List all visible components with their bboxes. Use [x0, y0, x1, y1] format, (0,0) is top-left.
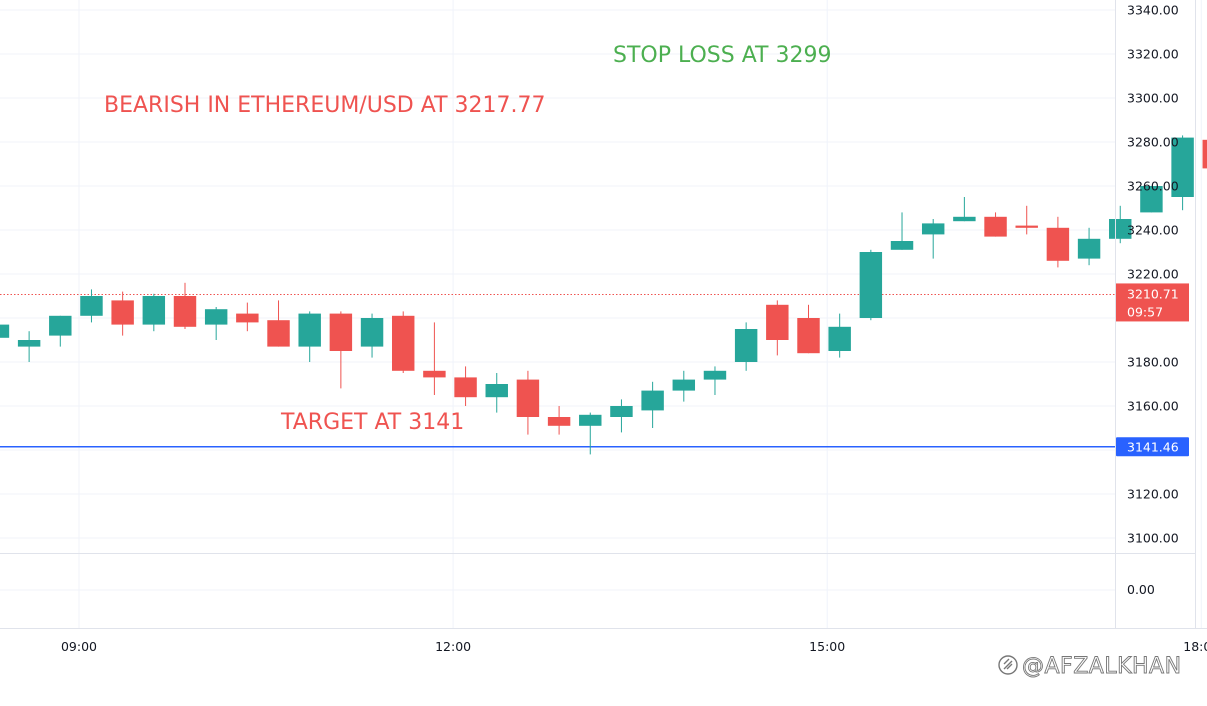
candle — [80, 289, 103, 323]
candle — [579, 412, 602, 455]
candle — [49, 315, 72, 347]
candle — [1202, 139, 1207, 169]
candle — [828, 313, 851, 358]
candle — [17, 331, 41, 362]
candle — [267, 300, 290, 347]
price-tick-label: 3340.00 — [1127, 3, 1179, 18]
candle — [0, 324, 10, 338]
candle — [953, 197, 976, 222]
candle — [204, 307, 228, 340]
candle — [391, 311, 415, 373]
candle — [1046, 216, 1070, 268]
annotation-bearish[interactable]: BEARISH IN ETHEREUM/USD AT 3217.77 — [104, 93, 545, 118]
watermark-logo-icon — [998, 655, 1018, 675]
price-axis[interactable]: 3340.00 3320.00 3300.00 3280.00 3260.00 3240.… — [1127, 3, 1179, 546]
price-tick-label: 3240.00 — [1127, 223, 1179, 238]
time-tick-label: 12:00 — [435, 639, 471, 654]
target-price-label: 3141.46 — [1127, 439, 1179, 454]
candle — [1171, 135, 1194, 211]
candle — [360, 313, 384, 358]
price-tick-label: 3280.00 — [1127, 135, 1179, 150]
price-tick-label: 3160.00 — [1127, 399, 1179, 414]
candle — [329, 311, 353, 389]
candle — [423, 322, 446, 395]
candle — [547, 406, 571, 435]
price-tick-label: 3320.00 — [1127, 47, 1179, 62]
candle — [641, 381, 664, 428]
price-tick-label: 3220.00 — [1127, 267, 1179, 282]
candle — [766, 300, 789, 356]
candle — [797, 304, 820, 354]
time-tick-label: 15:00 — [809, 639, 845, 654]
candlestick-series — [0, 135, 1207, 455]
candle — [1077, 227, 1101, 266]
annotation-stop-loss[interactable]: STOP LOSS AT 3299 — [613, 43, 831, 68]
candle — [1109, 205, 1132, 244]
candle — [1015, 205, 1038, 235]
candle — [236, 302, 259, 332]
candle — [703, 366, 727, 395]
price-tick-label: 3100.00 — [1127, 531, 1179, 546]
current-price-label: 3210.71 — [1127, 286, 1179, 301]
time-axis[interactable]: 09:0012:0015:0018:0021:001803:0006:0009:… — [61, 639, 1207, 654]
candle — [921, 219, 945, 259]
watermark: @AFZALKHAN — [998, 654, 1182, 679]
price-tick-label: 3180.00 — [1127, 355, 1179, 370]
annotation-target[interactable]: TARGET AT 3141 — [280, 410, 464, 435]
time-tick-label: 18:00 — [1183, 639, 1207, 654]
candle — [516, 370, 540, 435]
candle — [173, 282, 197, 329]
candle — [1140, 186, 1163, 213]
candle — [734, 322, 758, 371]
candle — [485, 373, 508, 413]
indicator-axis-tick: 0.00 — [1127, 582, 1155, 597]
candle — [610, 399, 633, 433]
price-tick-label: 3260.00 — [1127, 179, 1179, 194]
target-price-badge: 3141.46 — [1116, 437, 1189, 457]
price-tick-label: 3120.00 — [1127, 487, 1179, 502]
candle — [859, 249, 883, 321]
candle — [672, 370, 696, 402]
candle — [454, 366, 477, 406]
candle — [142, 293, 166, 332]
candle — [111, 291, 134, 336]
watermark-text: @AFZALKHAN — [1022, 654, 1182, 679]
price-tick-label: 3300.00 — [1127, 91, 1179, 106]
candle — [298, 311, 321, 362]
candle — [890, 212, 914, 250]
current-price-badge: 3210.71 09:57 — [1116, 283, 1189, 322]
time-tick-label: 09:00 — [61, 639, 97, 654]
candle — [984, 212, 1007, 237]
candle-countdown: 09:57 — [1127, 304, 1163, 319]
